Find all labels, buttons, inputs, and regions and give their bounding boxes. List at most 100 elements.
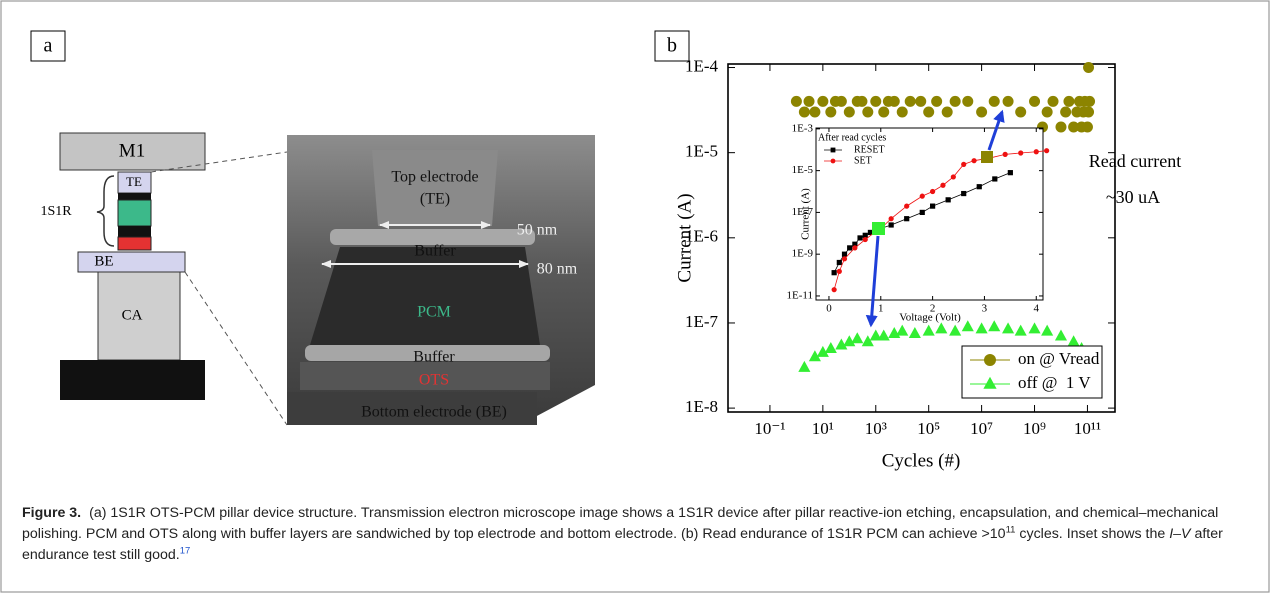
point	[1044, 148, 1049, 153]
point	[837, 260, 842, 265]
layer	[118, 226, 151, 237]
x-tick-label: 10¹¹	[1074, 419, 1101, 438]
point	[837, 269, 842, 274]
panel-label: b	[667, 35, 677, 57]
caption-reference[interactable]: 17	[180, 545, 191, 556]
point	[904, 216, 909, 221]
point	[799, 107, 810, 118]
stack-label: 1S1R	[40, 204, 72, 219]
point	[1034, 149, 1039, 154]
caption-italic: I–V	[1169, 526, 1190, 542]
point	[1018, 150, 1023, 155]
y-tick-label: 1E-3	[792, 122, 814, 134]
x-axis-label: Cycles (#)	[882, 450, 961, 471]
y-axis-label: Current (A)	[800, 188, 812, 240]
y-tick-label: 1E-7	[685, 312, 719, 331]
point	[905, 96, 916, 107]
point	[1048, 96, 1059, 107]
tem-label: Bottom electrode (BE)	[361, 404, 507, 421]
tem-top-electrode	[372, 150, 498, 226]
x-tick-label: 3	[982, 303, 988, 315]
y-axis-label: Current (A)	[674, 193, 695, 282]
legend-label: SET	[854, 155, 872, 166]
x-tick-label: 10⁹	[1023, 419, 1046, 438]
point	[836, 96, 847, 107]
point	[852, 245, 857, 250]
point	[931, 96, 942, 107]
point	[1083, 107, 1094, 118]
point	[878, 107, 889, 118]
point	[951, 174, 956, 179]
point	[842, 252, 847, 257]
point	[1008, 170, 1013, 175]
point	[1060, 107, 1071, 118]
dimension-label: 80 nm	[537, 261, 578, 278]
point	[1063, 96, 1074, 107]
y-tick-label: 1E-8	[685, 397, 718, 416]
point	[930, 204, 935, 209]
point	[989, 96, 1000, 107]
be-label: BE	[94, 253, 113, 269]
point	[976, 107, 987, 118]
x-tick-label: 10³	[865, 419, 887, 438]
point	[920, 210, 925, 215]
tem-label: Buffer	[414, 243, 456, 260]
point	[847, 245, 852, 250]
y-tick-label: 1E-5	[792, 164, 814, 176]
point	[870, 96, 881, 107]
charts: 10⁻¹10¹10³10⁵10⁷10⁹10¹¹1E-81E-71E-61E-51…	[674, 56, 1181, 471]
point	[1084, 96, 1095, 107]
point	[1042, 107, 1053, 118]
point	[950, 96, 961, 107]
bracket	[97, 176, 114, 246]
highlight-square	[872, 222, 885, 235]
point	[831, 159, 836, 164]
m1-label: M1	[119, 140, 145, 161]
caption-text: cycles. Inset shows the	[1015, 526, 1169, 542]
x-tick-label: 4	[1034, 303, 1040, 315]
ots-layer	[118, 237, 151, 250]
annotation: ~30 uA	[1106, 187, 1160, 207]
highlight-square	[981, 151, 993, 163]
point	[1082, 122, 1093, 133]
tem-label: Buffer	[413, 349, 455, 366]
point	[863, 237, 868, 242]
ca-label: CA	[122, 307, 143, 323]
point	[930, 189, 935, 194]
point	[971, 158, 976, 163]
point	[856, 96, 867, 107]
caption-label: Figure 3.	[22, 505, 81, 521]
point	[831, 148, 836, 153]
point	[961, 162, 966, 167]
point	[832, 270, 837, 275]
page: a M1 TE BE CA 1S1R Top electrode (TE) 50…	[0, 0, 1271, 607]
caption-superscript: 11	[1006, 524, 1016, 535]
point	[992, 176, 997, 181]
point	[897, 107, 908, 118]
point	[977, 184, 982, 189]
point	[1083, 62, 1094, 73]
point	[832, 287, 837, 292]
legend-label: on @ Vread	[1018, 349, 1100, 368]
y-tick-label: 1E-5	[685, 142, 718, 161]
point	[1003, 152, 1008, 157]
point	[915, 96, 926, 107]
tem-label: OTS	[419, 372, 449, 389]
point	[946, 197, 951, 202]
point	[961, 191, 966, 196]
te-label: TE	[126, 174, 142, 189]
legend-title: After read cycles	[818, 132, 886, 143]
point	[940, 183, 945, 188]
point	[1029, 96, 1040, 107]
point	[842, 256, 847, 261]
x-tick-label: 10⁻¹	[754, 419, 785, 438]
point	[889, 222, 894, 227]
layer	[118, 193, 151, 200]
point	[1015, 107, 1026, 118]
x-tick-label: 10⁷	[970, 419, 993, 438]
point	[804, 96, 815, 107]
point	[1003, 96, 1014, 107]
point	[844, 107, 855, 118]
schematic: M1 TE BE CA 1S1R	[40, 133, 287, 425]
pcm-layer	[118, 200, 151, 226]
